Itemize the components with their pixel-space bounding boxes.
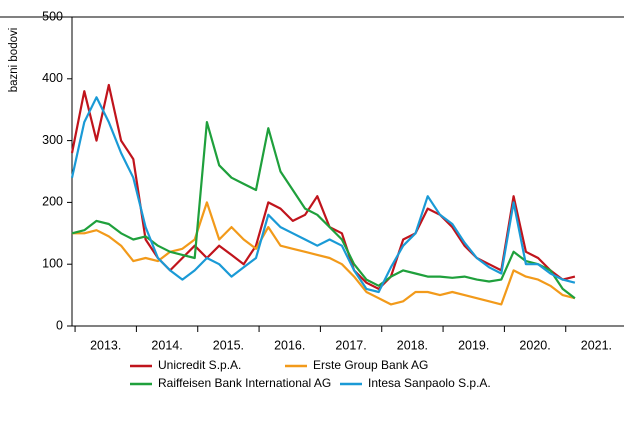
y-tick-label: 0 (56, 318, 63, 332)
legend-label: Intesa Sanpaolo S.p.A. (368, 376, 491, 390)
series-line (70, 96, 576, 294)
x-tick-label: 2017. (335, 338, 366, 352)
y-axis-label: bazni bodovi (8, 28, 20, 93)
series-line (71, 121, 576, 300)
x-tick-label: 2015. (213, 338, 244, 352)
y-tick-label: 500 (42, 9, 63, 23)
legend-label: Unicredit S.p.A. (158, 358, 241, 372)
x-tick-label: 2016. (274, 338, 305, 352)
y-tick-label: 200 (42, 195, 63, 209)
x-tick-label: 2018. (397, 338, 428, 352)
series-line (72, 201, 576, 306)
x-tick-label: 2021. (581, 338, 612, 352)
y-tick-label: 400 (42, 71, 63, 85)
x-tick-label: 2019. (458, 338, 489, 352)
y-tick-label: 300 (42, 133, 63, 147)
legend-label: Raiffeisen Bank International AG (158, 376, 331, 390)
x-tick-label: 2013. (90, 338, 121, 352)
y-tick-label: 100 (42, 256, 63, 270)
legend-label: Erste Group Bank AG (313, 358, 428, 372)
x-tick-label: 2014. (151, 338, 182, 352)
x-tick-label: 2020. (519, 338, 550, 352)
